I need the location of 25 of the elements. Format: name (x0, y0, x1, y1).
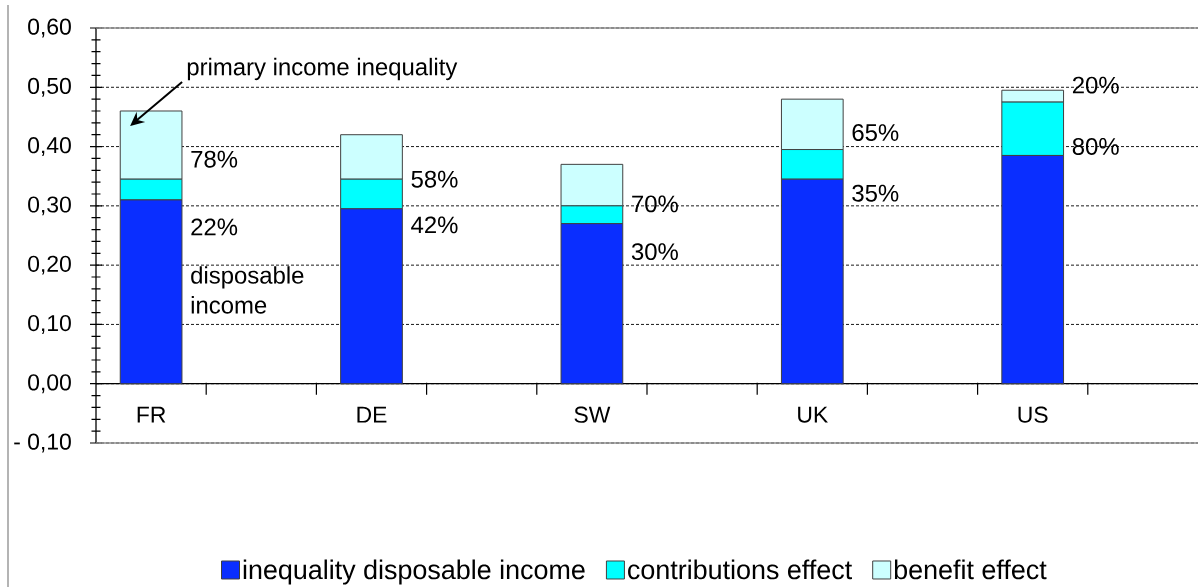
y-tick-label: 0,40 (28, 137, 71, 157)
annotation: 35% (852, 184, 899, 202)
x-tick-label: US (1018, 406, 1048, 423)
legend-label: inequality disposable income (243, 559, 585, 585)
y-tick-label: 0,20 (28, 255, 71, 275)
annotation: 30% (631, 243, 678, 261)
x-tick-label: DE (357, 406, 387, 423)
x-tick-label: FR (137, 406, 166, 423)
y-tick-label: 0,10 (28, 314, 71, 334)
annotation: 42% (411, 216, 458, 234)
annotation: 78% (191, 150, 238, 168)
y-tick-label: 0,00 (28, 374, 71, 394)
y-tick-label: 0,60 (28, 18, 71, 38)
annotation: primary income inequality (187, 57, 458, 81)
y-tick-label: 0,30 (28, 196, 71, 216)
annotation: disposable income (191, 266, 304, 314)
annotation: 22% (191, 218, 238, 236)
annotation: 58% (411, 170, 458, 188)
y-tick-label: - 0,10 (14, 433, 71, 453)
annotation: 65% (852, 124, 899, 141)
y-tick-label: 0,50 (28, 77, 71, 97)
legend-label: benefit effect (894, 559, 1047, 580)
x-tick-label: SW (574, 406, 611, 423)
legend-label: contributions effect (628, 559, 852, 580)
x-tick-label: UK (798, 406, 828, 423)
